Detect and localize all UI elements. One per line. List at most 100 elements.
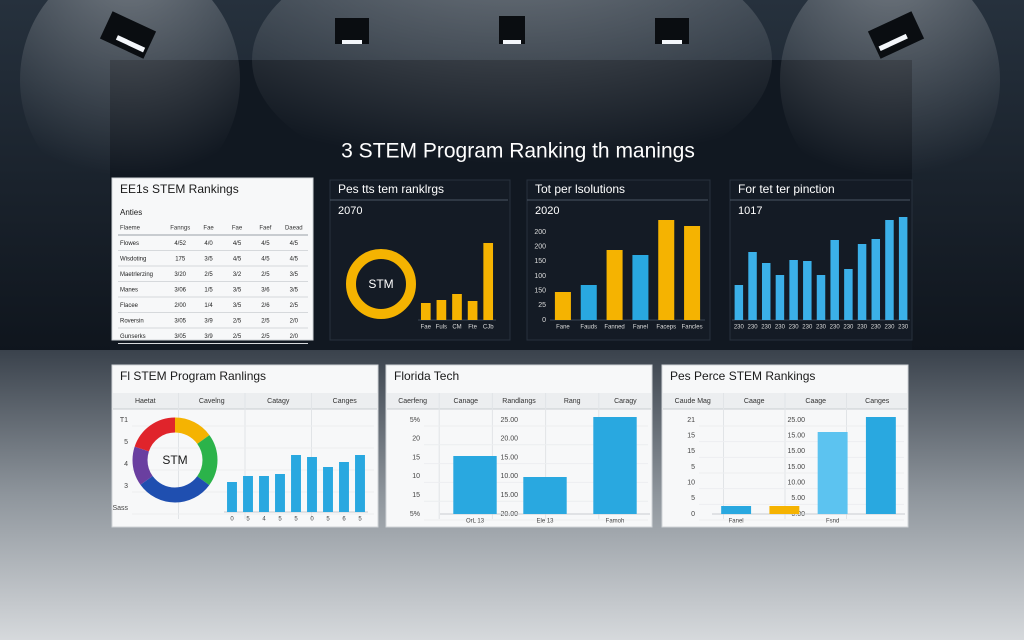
table-cell: 3/5 — [290, 288, 299, 294]
axis-label: 15.00 — [787, 433, 805, 440]
axis-label: 5 — [691, 464, 695, 471]
x-tick-label: Famoh — [606, 519, 625, 525]
x-tick-label: 230 — [816, 325, 827, 331]
table-cell: Gunserks — [120, 334, 146, 340]
table-cell: 3/06 — [174, 288, 186, 294]
x-tick-label: Fuls — [436, 325, 447, 331]
x-tick-label: 230 — [748, 325, 759, 331]
x-tick-label: Fauds — [580, 325, 597, 331]
table-cell: 2/5 — [204, 272, 213, 278]
table-cell: 4/52 — [174, 241, 186, 247]
table-cell: 2/5 — [261, 334, 270, 340]
bar — [227, 482, 237, 512]
x-tick-label: Faceps — [656, 325, 676, 331]
panel-subtitle: 2020 — [535, 205, 559, 217]
column-header: Catagy — [267, 398, 290, 405]
light-fixture — [499, 16, 525, 44]
x-tick-label: 5 — [358, 517, 362, 523]
bar — [554, 292, 571, 320]
x-tick-label: 230 — [802, 325, 813, 331]
bar — [420, 303, 431, 320]
x-tick-label: 230 — [884, 325, 895, 331]
axis-label: 15 — [687, 433, 695, 440]
axis-label: 15 — [687, 448, 695, 455]
table-cell: 4/5 — [290, 257, 299, 263]
axis-label: 100 — [534, 273, 546, 280]
column-header: Daead — [285, 226, 303, 232]
donut-segment — [346, 249, 416, 319]
bar — [483, 243, 494, 320]
table-cell: 4/5 — [290, 241, 299, 247]
table-cell: 3/6 — [261, 288, 270, 294]
bar — [452, 294, 462, 320]
table-cell: 2/0 — [290, 319, 299, 325]
bar — [844, 269, 853, 320]
axis-label: 15.00 — [500, 492, 518, 499]
bar — [291, 455, 301, 512]
axis-label: 20.00 — [500, 436, 518, 443]
table-cell: Wisdoting — [120, 257, 146, 263]
axis-label: 5.00 — [791, 495, 805, 502]
bar — [898, 217, 908, 320]
panel-title: Fl STEM Program Ranlings — [120, 369, 266, 383]
column-header: Caragy — [614, 398, 637, 405]
bar — [606, 250, 623, 320]
axis-label: 10.00 — [787, 480, 805, 487]
x-tick-label: Fane — [556, 325, 570, 331]
bar — [684, 226, 701, 320]
bar — [817, 432, 848, 514]
table-cell: 175 — [175, 257, 186, 263]
table-cell: 2/6 — [261, 303, 270, 309]
table-cell: 2/5 — [233, 319, 242, 325]
light-bulb — [503, 40, 521, 44]
column-header: Fae — [232, 226, 243, 232]
axis-label: 15 — [412, 492, 420, 499]
x-tick-label: 230 — [857, 325, 868, 331]
bar — [243, 476, 253, 512]
bar — [259, 476, 269, 512]
light-glow — [20, 0, 240, 200]
column-header: Caage — [805, 398, 826, 405]
donut-segment — [132, 417, 218, 503]
table-cell: 3/9 — [204, 319, 213, 325]
axis-label: 5 — [124, 439, 128, 446]
table-cell: 3/5 — [233, 288, 242, 294]
bar — [436, 300, 447, 320]
light-bulb — [878, 33, 908, 52]
axis-label: 4 — [124, 461, 128, 468]
table-cell: 4/5 — [261, 241, 270, 247]
x-tick-label: 5 — [326, 517, 330, 523]
bar — [885, 220, 894, 320]
bar — [467, 301, 478, 320]
x-tick-label: Fte — [468, 325, 477, 331]
column-header: Randlangs — [502, 398, 536, 405]
x-tick-label: 6 — [342, 517, 346, 523]
x-tick-label: 0 — [230, 517, 234, 523]
x-tick-label: 230 — [843, 325, 854, 331]
x-tick-label: 230 — [898, 325, 909, 331]
axis-label: 10 — [412, 473, 420, 480]
bar — [871, 239, 881, 320]
column-header: Canges — [333, 398, 358, 405]
bar — [816, 275, 826, 320]
panel-title: Tot per lsolutions — [535, 182, 625, 196]
light-bulb — [115, 35, 146, 53]
table-cell: 3/5 — [233, 303, 242, 309]
bar — [857, 244, 867, 320]
axis-label: 25 — [538, 302, 546, 309]
x-tick-label: Fanel — [729, 519, 744, 525]
column-header: Flaeme — [120, 226, 141, 232]
column-header: Fae — [203, 226, 214, 232]
donut-label: STM — [368, 277, 393, 291]
table-cell: 4/0 — [204, 241, 213, 247]
table-cell: 2/5 — [261, 272, 270, 278]
panel-subtitle: 2070 — [338, 205, 362, 217]
axis-label: 3 — [124, 483, 128, 490]
x-tick-label: Fanned — [604, 325, 624, 331]
column-header: Faef — [259, 226, 271, 232]
axis-label: 5% — [410, 511, 420, 518]
column-header: Canage — [454, 398, 479, 405]
light-bulb — [342, 40, 362, 44]
table-cell: 1/5 — [204, 288, 213, 294]
x-tick-label: 230 — [775, 325, 786, 331]
